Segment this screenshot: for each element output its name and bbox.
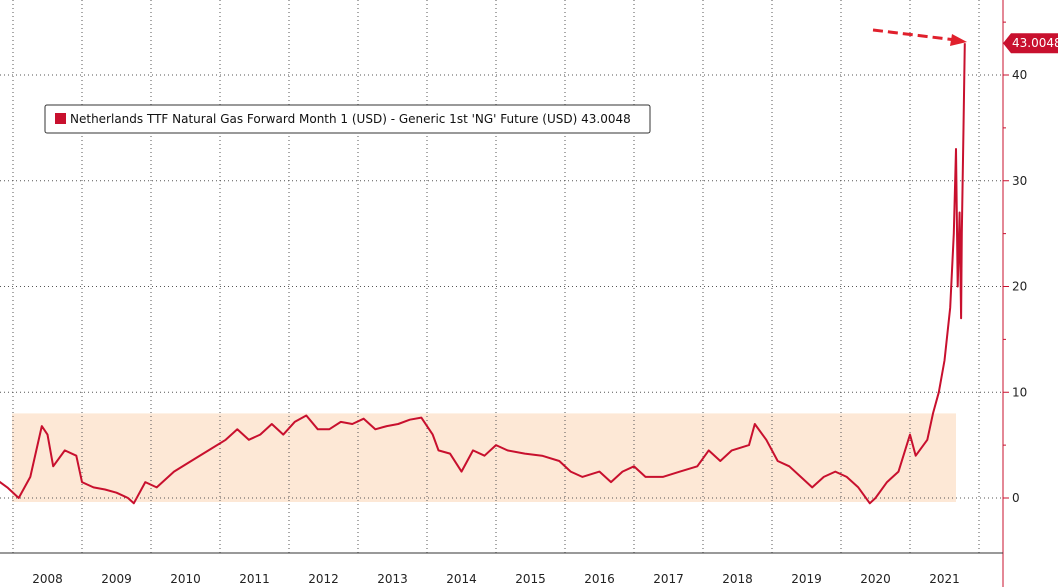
legend-series-name: Netherlands TTF Natural Gas Forward Mont… — [70, 112, 581, 126]
x-tick-label: 2015 — [515, 572, 546, 586]
x-tick-label: 2017 — [653, 572, 684, 586]
legend-entry-label: Netherlands TTF Natural Gas Forward Mont… — [70, 112, 631, 126]
x-tick-label: 2020 — [860, 572, 891, 586]
annotation-arrow-shaft — [872, 28, 957, 42]
x-tick-label: 2011 — [239, 572, 270, 586]
y-tick-label: 0 — [1012, 491, 1020, 505]
legend: Netherlands TTF Natural Gas Forward Mont… — [44, 104, 651, 134]
x-tick-label: 2014 — [446, 572, 477, 586]
x-tick-label: 2019 — [791, 572, 822, 586]
last-value-tag-background — [1003, 33, 1058, 54]
x-tick-label: 2016 — [584, 572, 615, 586]
legend-box — [44, 104, 651, 134]
annotation-arrow-head — [950, 34, 967, 46]
legend-series-value: 43.0048 — [581, 112, 631, 126]
x-tick-label: 2012 — [308, 572, 339, 586]
x-tick-label: 2010 — [170, 572, 201, 586]
x-tick-label: 2021 — [929, 572, 960, 586]
x-tick-label: 2009 — [101, 572, 132, 586]
last-value-label: 43.0048 — [1012, 36, 1058, 50]
highlight-band — [12, 413, 956, 502]
y-tick-label: 40 — [1012, 68, 1027, 82]
legend-swatch — [55, 113, 66, 124]
y-tick-label: 20 — [1012, 280, 1027, 294]
y-tick-label: 30 — [1012, 174, 1027, 188]
x-tick-label: 2013 — [377, 572, 408, 586]
y-tick-label: 10 — [1012, 385, 1027, 399]
series-line — [0, 43, 966, 505]
x-tick-label: 2018 — [722, 572, 753, 586]
last-value-tag: 43.0048 — [1003, 33, 1058, 54]
x-tick-label: 2008 — [32, 572, 63, 586]
